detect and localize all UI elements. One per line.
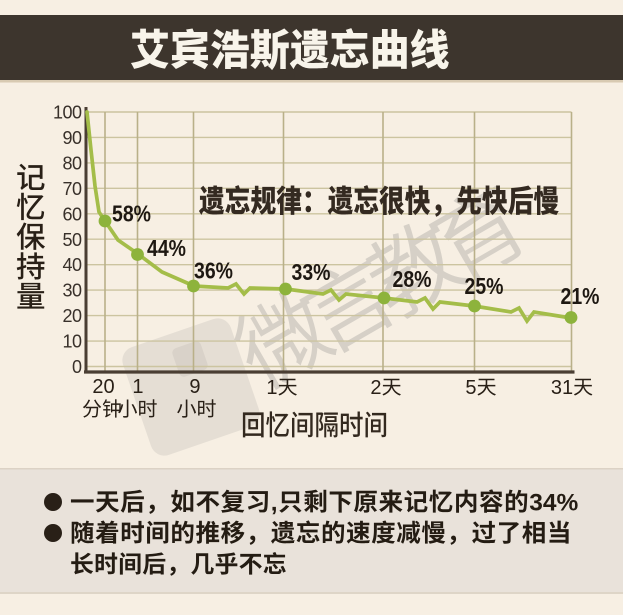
svg-text:70: 70 [62,179,82,199]
svg-text:10: 10 [62,332,82,352]
svg-text:60: 60 [62,204,82,224]
svg-text:58%: 58% [112,201,151,227]
svg-text:34%: 34% [529,490,578,517]
svg-text:44%: 44% [147,235,186,261]
svg-text:20: 20 [62,306,82,326]
svg-text:20: 20 [92,376,114,398]
svg-text:2: 2 [370,377,381,399]
svg-text:90: 90 [62,128,82,148]
svg-text:0: 0 [72,357,82,377]
svg-text:5: 5 [465,377,476,399]
svg-text:25%: 25% [465,273,504,299]
svg-text:,: , [271,490,278,517]
svg-text:36%: 36% [194,258,233,284]
svg-text:31: 31 [551,377,573,399]
svg-text:50: 50 [62,230,82,250]
svg-text:1: 1 [266,377,277,399]
svg-text:30: 30 [62,281,82,301]
svg-text:28%: 28% [393,266,432,292]
svg-text:33%: 33% [292,259,331,285]
svg-text:1: 1 [132,376,143,398]
svg-text:40: 40 [62,255,82,275]
svg-text:80: 80 [62,153,82,173]
svg-text:100: 100 [53,103,82,123]
svg-text:21%: 21% [561,283,600,309]
svg-text:9: 9 [189,376,200,398]
